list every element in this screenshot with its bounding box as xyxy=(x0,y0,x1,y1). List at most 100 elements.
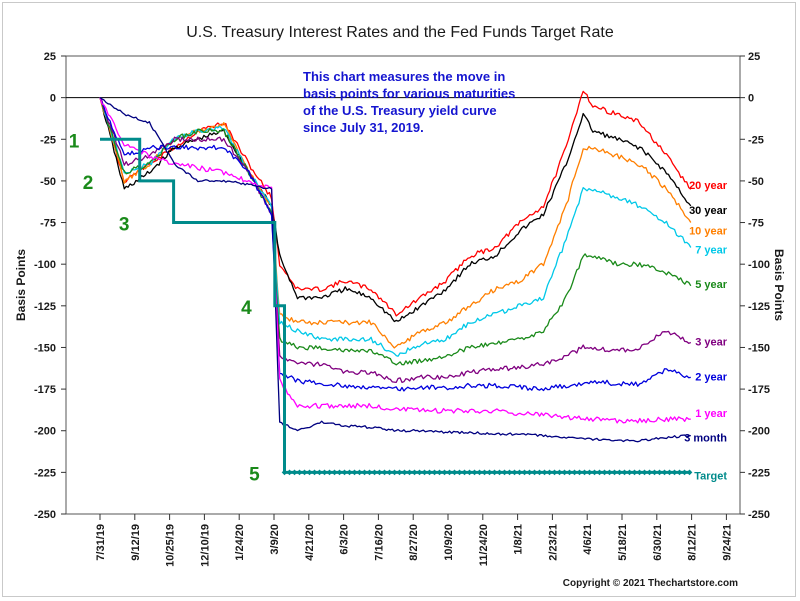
target-dot xyxy=(341,469,348,476)
y-tick-label-left: -100 xyxy=(34,259,56,271)
target-dot xyxy=(441,469,448,476)
target-dot xyxy=(681,469,688,476)
target-dot xyxy=(556,469,563,476)
target-dot xyxy=(426,469,433,476)
target-dot xyxy=(571,469,578,476)
target-dot xyxy=(676,469,683,476)
x-tick-label: 8/27/20 xyxy=(408,524,420,561)
x-tick-label: 9/12/19 xyxy=(130,524,142,561)
target-dot xyxy=(451,469,458,476)
y-tick-label-right: -100 xyxy=(748,259,770,271)
target-dot xyxy=(626,469,633,476)
x-tick-label: 7/31/19 xyxy=(95,524,107,561)
y-axis-label-right: Basis Points xyxy=(772,249,786,321)
target-dot xyxy=(476,469,483,476)
y-tick-label-left: -50 xyxy=(40,176,56,188)
series-label-3-month: 3 month xyxy=(684,433,727,445)
y-tick-label-left: -225 xyxy=(34,467,56,479)
marker-3: 3 xyxy=(119,215,130,236)
step-markers: 12 3 4 5 xyxy=(69,131,260,485)
target-dot xyxy=(361,469,368,476)
y-tick-label-left: -150 xyxy=(34,342,56,354)
series-label-7-year: 7 year xyxy=(695,245,728,257)
y-tick-label-right: -250 xyxy=(748,509,770,521)
copyright-note: Copyright © 2021 Thechartstore.com xyxy=(563,578,738,589)
target-dot xyxy=(546,469,553,476)
x-tick-label: 1/24/20 xyxy=(234,524,246,561)
target-dot xyxy=(471,469,478,476)
series-lines xyxy=(99,90,693,476)
target-dot xyxy=(376,469,383,476)
y-tick-label-left: -25 xyxy=(40,134,56,146)
y-tick-label-left: 0 xyxy=(50,93,56,105)
y-tick-label-right: -25 xyxy=(748,134,764,146)
target-dot xyxy=(456,469,463,476)
series-label-Target: Target xyxy=(694,470,727,482)
target-dot xyxy=(581,469,588,476)
target-dot xyxy=(511,469,518,476)
chart-title: U.S. Treasury Interest Rates and the Fed… xyxy=(186,24,614,41)
x-tick-label: 6/3/20 xyxy=(339,524,351,555)
x-tick-label: 11/24/20 xyxy=(478,524,490,566)
series-line-2-year xyxy=(99,97,691,392)
marker-1: 1 xyxy=(69,131,80,152)
target-dot xyxy=(501,469,508,476)
target-dot xyxy=(386,469,393,476)
x-tick-label: 7/16/20 xyxy=(373,524,385,561)
target-dot xyxy=(671,469,678,476)
series-label-2-year: 2 year xyxy=(695,371,728,383)
y-tick-label-right: -50 xyxy=(748,176,764,188)
marker-5: 5 xyxy=(249,464,260,485)
target-dot xyxy=(516,469,523,476)
target-dot xyxy=(461,469,468,476)
target-dot xyxy=(356,469,363,476)
target-dot xyxy=(316,469,323,476)
series-line-5-year xyxy=(99,97,692,366)
annotation-line: of the U.S. Treasury yield curve xyxy=(303,103,497,118)
target-dot xyxy=(396,469,403,476)
target-dot xyxy=(286,469,293,476)
target-dot xyxy=(566,469,573,476)
target-dot xyxy=(686,469,693,476)
target-dot xyxy=(406,469,413,476)
chart-annotation: This chart measures the move in basis poi… xyxy=(303,69,515,135)
target-dot xyxy=(631,469,638,476)
x-axis: 7/31/19 9/12/19 10/25/19 12/10/19 1/24/20 3/9… xyxy=(95,514,733,567)
target-dot xyxy=(481,469,488,476)
series-line-1-year xyxy=(99,97,691,424)
x-tick-label: 12/10/19 xyxy=(199,524,211,567)
target-dot xyxy=(326,469,333,476)
target-dot xyxy=(526,469,533,476)
series-label-1-year: 1 year xyxy=(695,408,728,420)
x-tick-label: 5/18/21 xyxy=(617,524,629,561)
y-tick-label-left: -125 xyxy=(34,301,56,313)
y-tick-label-right: -125 xyxy=(748,301,770,313)
target-dot xyxy=(411,469,418,476)
target-dot xyxy=(656,469,663,476)
target-dot xyxy=(366,469,373,476)
series-line-7-year xyxy=(99,97,692,357)
target-dot xyxy=(591,469,598,476)
target-dot xyxy=(636,469,643,476)
target-dot xyxy=(646,469,653,476)
target-dot xyxy=(446,469,453,476)
series-label-30-year: 30 year xyxy=(689,205,728,217)
target-dot xyxy=(321,469,328,476)
target-dot xyxy=(641,469,648,476)
x-tick-label: 6/30/21 xyxy=(652,524,664,561)
x-tick-label: 9/24/21 xyxy=(721,524,733,561)
target-dot xyxy=(536,469,543,476)
series-labels: 20 year 30 year 10 year 7 year 5 year 3 year 2… xyxy=(684,180,727,482)
chart-svg: U.S. Treasury Interest Rates and the Fed… xyxy=(14,24,786,589)
target-dot xyxy=(381,469,388,476)
target-dot xyxy=(541,469,548,476)
marker-2: 2 xyxy=(83,173,94,194)
y-tick-label-left: -75 xyxy=(40,218,56,230)
target-dot xyxy=(346,469,353,476)
series-label-5-year: 5 year xyxy=(695,279,728,291)
y-tick-label-right: -75 xyxy=(748,218,764,230)
target-dot xyxy=(421,469,428,476)
target-dot xyxy=(551,469,558,476)
x-tick-label: 10/25/19 xyxy=(165,524,177,567)
